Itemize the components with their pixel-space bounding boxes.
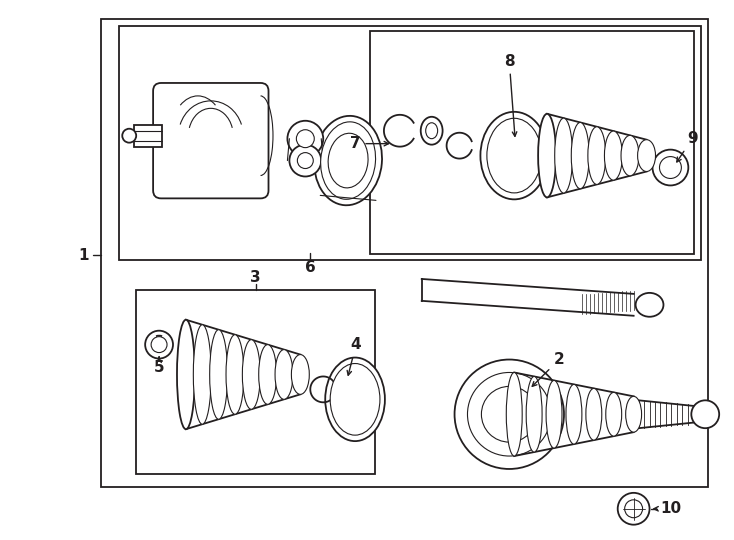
Ellipse shape (242, 340, 261, 409)
Ellipse shape (566, 384, 582, 444)
Ellipse shape (571, 123, 589, 189)
Text: 6: 6 (305, 260, 316, 274)
Circle shape (454, 360, 564, 469)
Ellipse shape (481, 112, 548, 199)
Ellipse shape (421, 117, 443, 145)
Ellipse shape (555, 118, 573, 193)
Bar (120, 26, 701, 260)
Ellipse shape (330, 363, 380, 435)
Bar (101, 19, 708, 487)
Ellipse shape (546, 380, 562, 448)
Ellipse shape (426, 123, 437, 139)
Ellipse shape (625, 396, 642, 432)
Bar (370, 31, 694, 254)
Ellipse shape (210, 330, 228, 419)
FancyBboxPatch shape (153, 83, 269, 198)
Circle shape (289, 145, 321, 177)
Ellipse shape (506, 373, 522, 456)
Ellipse shape (325, 357, 385, 441)
Text: 7: 7 (349, 136, 388, 151)
Circle shape (468, 373, 551, 456)
Ellipse shape (638, 140, 655, 172)
Circle shape (618, 493, 650, 525)
Circle shape (625, 500, 642, 518)
Text: 1: 1 (79, 247, 89, 262)
Bar (137, 290, 375, 474)
Ellipse shape (321, 122, 376, 199)
Ellipse shape (636, 293, 664, 317)
Circle shape (288, 121, 323, 157)
Circle shape (145, 330, 173, 359)
Text: 10: 10 (660, 501, 681, 516)
Ellipse shape (604, 131, 622, 180)
Ellipse shape (314, 116, 382, 205)
Circle shape (659, 157, 681, 179)
Ellipse shape (291, 355, 309, 394)
Circle shape (691, 400, 719, 428)
Ellipse shape (588, 127, 606, 185)
Text: 5: 5 (153, 357, 164, 375)
Ellipse shape (226, 335, 244, 414)
Circle shape (482, 387, 537, 442)
Ellipse shape (621, 136, 639, 176)
Ellipse shape (606, 393, 622, 436)
Ellipse shape (586, 388, 602, 440)
Bar (134, 125, 162, 147)
Circle shape (151, 336, 167, 353)
Ellipse shape (275, 349, 293, 400)
Text: 8: 8 (504, 53, 517, 136)
Text: 3: 3 (250, 271, 261, 286)
Circle shape (123, 129, 137, 143)
Circle shape (297, 130, 314, 147)
Ellipse shape (193, 325, 211, 424)
Circle shape (297, 153, 313, 168)
Ellipse shape (177, 320, 195, 429)
Text: 9: 9 (677, 131, 697, 162)
Ellipse shape (328, 133, 368, 188)
Ellipse shape (258, 345, 277, 404)
Ellipse shape (538, 114, 556, 198)
Text: 4: 4 (347, 337, 361, 375)
Ellipse shape (526, 376, 542, 452)
Text: 2: 2 (532, 352, 564, 386)
Circle shape (653, 150, 688, 185)
Ellipse shape (487, 118, 542, 193)
